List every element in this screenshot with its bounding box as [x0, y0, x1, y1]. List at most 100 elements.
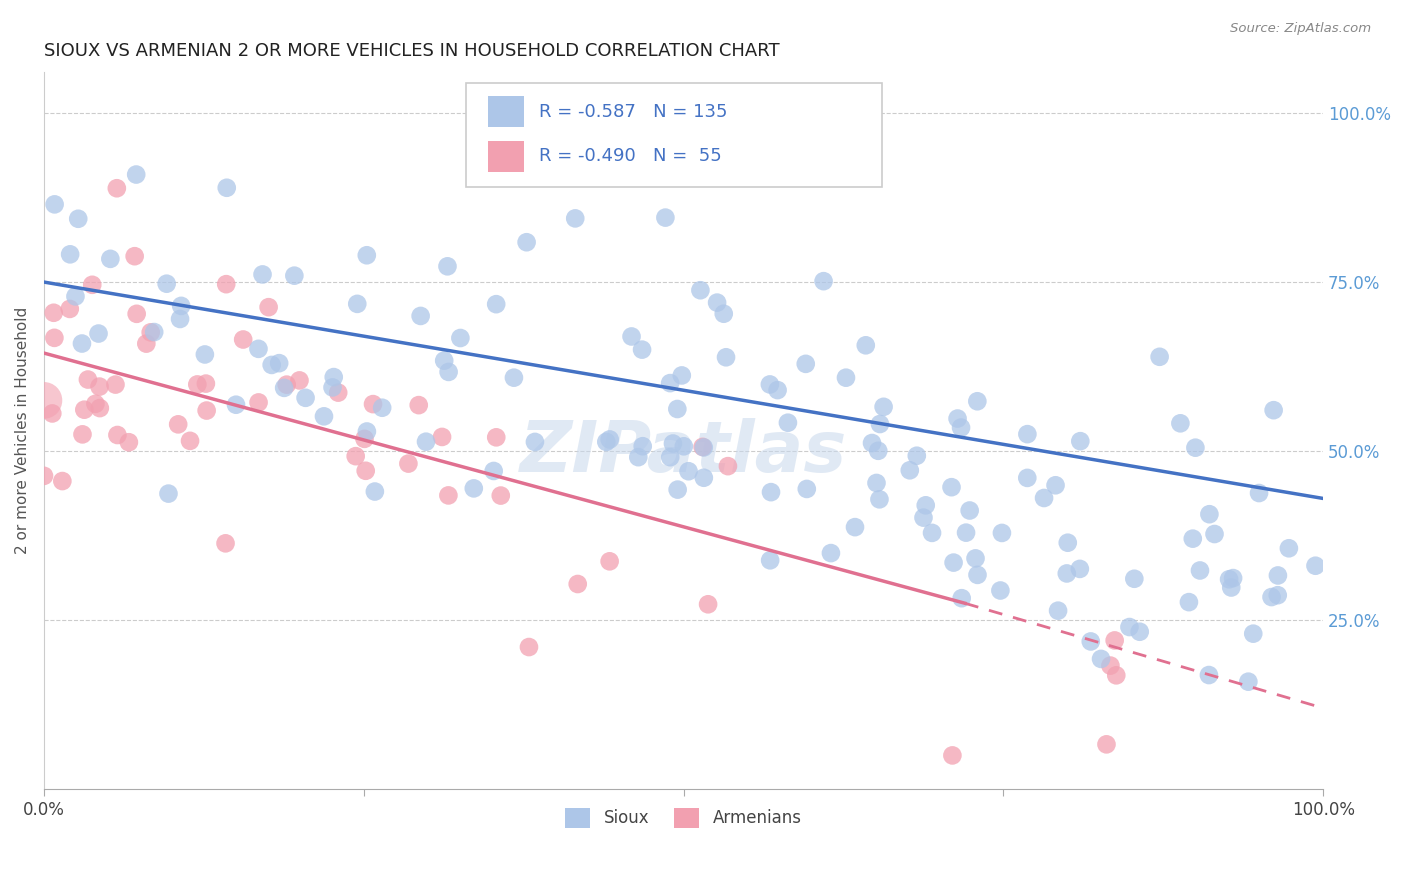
Point	[437, 488, 460, 502]
Point	[215, 181, 238, 195]
Point	[950, 591, 973, 606]
Point	[125, 307, 148, 321]
Point	[1181, 532, 1204, 546]
Point	[627, 450, 650, 465]
Point	[346, 297, 368, 311]
Point	[631, 343, 654, 357]
Point	[215, 277, 238, 292]
Point	[1184, 441, 1206, 455]
Point	[955, 525, 977, 540]
Point	[1222, 571, 1244, 585]
Point	[706, 295, 728, 310]
Point	[409, 309, 432, 323]
Point	[396, 457, 419, 471]
Point	[41, 407, 63, 421]
Point	[1218, 572, 1240, 586]
Point	[1178, 595, 1201, 609]
Point	[89, 379, 111, 393]
Point	[662, 436, 685, 450]
Point	[125, 168, 148, 182]
Point	[353, 432, 375, 446]
Point	[835, 370, 858, 384]
Point	[124, 249, 146, 263]
Point	[1099, 658, 1122, 673]
Point	[72, 427, 94, 442]
Point	[415, 434, 437, 449]
Point	[516, 235, 538, 250]
Point	[966, 567, 988, 582]
Point	[437, 365, 460, 379]
Point	[356, 425, 378, 439]
Point	[276, 377, 298, 392]
Point	[620, 329, 643, 343]
Point	[1305, 558, 1327, 573]
Point	[991, 525, 1014, 540]
Point	[135, 336, 157, 351]
Point	[921, 525, 943, 540]
Point	[1241, 626, 1264, 640]
Point	[1263, 403, 1285, 417]
Point	[713, 307, 735, 321]
FancyBboxPatch shape	[465, 83, 882, 187]
Point	[717, 459, 740, 474]
Point	[1267, 568, 1289, 582]
Point	[449, 331, 471, 345]
Point	[157, 486, 180, 500]
Point	[32, 393, 55, 408]
Point	[595, 434, 617, 449]
Point	[813, 274, 835, 288]
Point	[42, 306, 65, 320]
Point	[169, 312, 191, 326]
Point	[599, 554, 621, 568]
Point	[523, 434, 546, 449]
Point	[860, 436, 883, 450]
Point	[599, 433, 621, 447]
Point	[869, 417, 891, 431]
Point	[87, 326, 110, 341]
Point	[1056, 566, 1078, 581]
Point	[247, 342, 270, 356]
Point	[294, 391, 316, 405]
Point	[1237, 674, 1260, 689]
Point	[503, 370, 526, 384]
Point	[1095, 737, 1118, 751]
Text: R = -0.587   N = 135: R = -0.587 N = 135	[538, 103, 727, 121]
Point	[898, 463, 921, 477]
Point	[1170, 417, 1192, 431]
Point	[1069, 562, 1091, 576]
Point	[288, 373, 311, 387]
Point	[273, 381, 295, 395]
Legend: Sioux, Armenians: Sioux, Armenians	[558, 801, 808, 835]
Point	[1220, 581, 1243, 595]
Point	[1118, 620, 1140, 634]
Point	[1069, 434, 1091, 449]
Point	[714, 351, 737, 365]
Point	[941, 480, 963, 494]
Point	[98, 252, 121, 266]
Point	[186, 377, 208, 392]
Point	[844, 520, 866, 534]
Point	[796, 482, 818, 496]
Point	[1260, 590, 1282, 604]
Text: SIOUX VS ARMENIAN 2 OR MORE VEHICLES IN HOUSEHOLD CORRELATION CHART: SIOUX VS ARMENIAN 2 OR MORE VEHICLES IN …	[44, 42, 779, 60]
Y-axis label: 2 or more Vehicles in Household: 2 or more Vehicles in Household	[15, 307, 30, 555]
Point	[104, 377, 127, 392]
Point	[794, 357, 817, 371]
Point	[1047, 604, 1070, 618]
Point	[1090, 652, 1112, 666]
Point	[1188, 564, 1211, 578]
Point	[1017, 471, 1039, 485]
Point	[965, 551, 987, 566]
Point	[283, 268, 305, 283]
Point	[689, 283, 711, 297]
Point	[678, 464, 700, 478]
Point	[232, 333, 254, 347]
Point	[269, 356, 291, 370]
Point	[225, 398, 247, 412]
Point	[485, 430, 508, 444]
Bar	[488, 141, 523, 172]
Point	[260, 358, 283, 372]
Point	[364, 484, 387, 499]
Point	[1278, 541, 1301, 556]
Point	[118, 435, 141, 450]
